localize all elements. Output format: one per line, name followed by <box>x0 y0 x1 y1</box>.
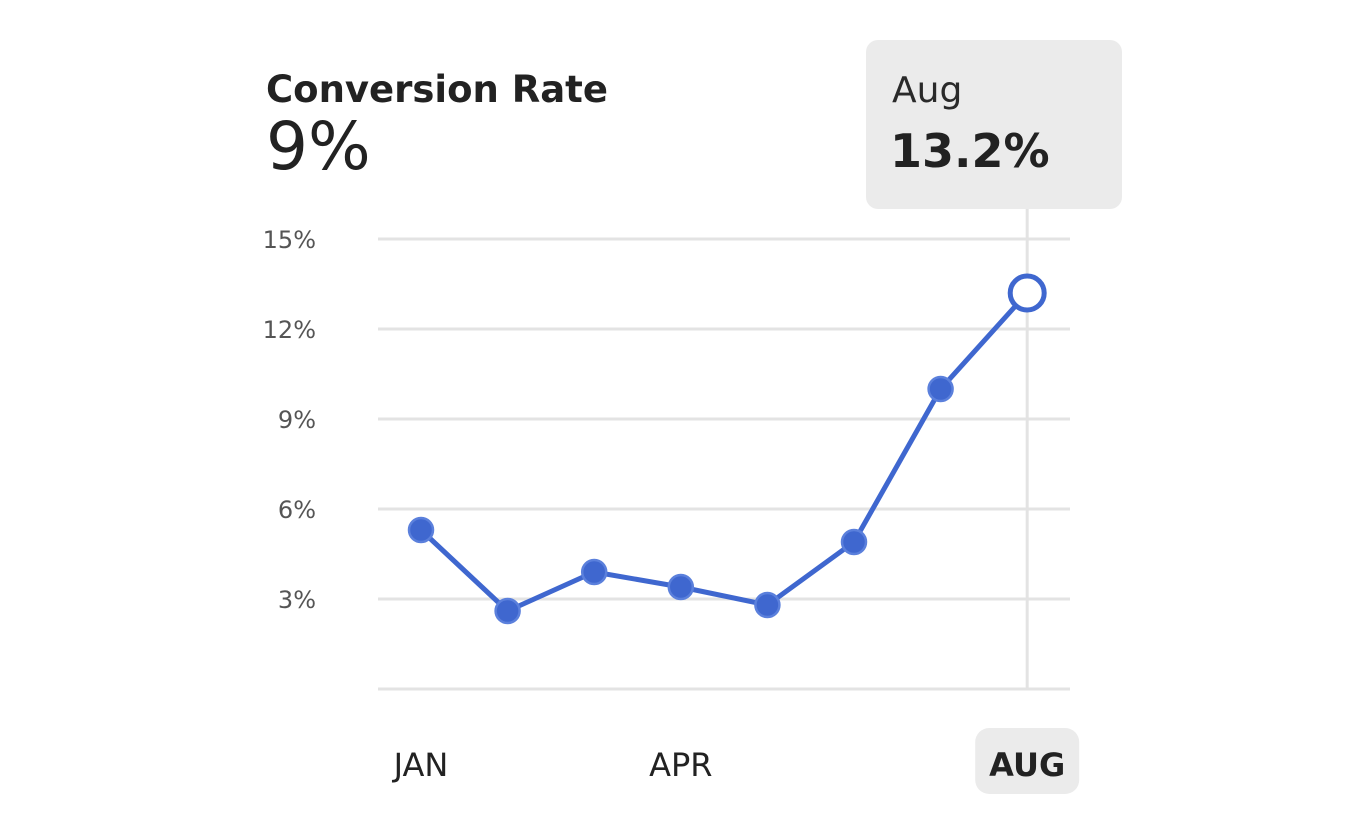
x-tick-label: AUG <box>989 746 1065 784</box>
x-axis-highlight <box>975 728 1080 794</box>
series-line <box>418 290 1030 614</box>
x-tick-label: APR <box>649 746 712 784</box>
gridlines <box>378 209 1070 691</box>
tooltip: Aug 13.2% <box>866 40 1122 209</box>
data-point <box>754 591 781 619</box>
tooltip-month: Aug <box>892 70 963 111</box>
data-point <box>927 375 954 403</box>
data-point <box>407 516 435 544</box>
x-axis-ticks: JAN APR AUG <box>392 746 1066 784</box>
data-point <box>840 528 868 556</box>
series-polyline <box>418 290 1030 614</box>
tooltip-value: 13.2% <box>890 124 1050 178</box>
x-tick-highlight <box>975 728 1080 794</box>
y-tick-label: 12% <box>263 316 316 344</box>
y-tick-label: 6% <box>278 496 316 524</box>
x-tick-label: JAN <box>392 746 449 784</box>
data-point <box>667 573 695 601</box>
headline-value: 9% <box>266 108 371 185</box>
chart-title: Conversion Rate <box>266 68 608 111</box>
data-point <box>580 558 608 586</box>
data-point <box>494 597 521 625</box>
y-tick-label: 3% <box>278 586 316 614</box>
y-axis-ticks: 15% 12% 9% 6% 3% <box>263 226 316 614</box>
selected-data-point <box>1007 273 1047 313</box>
y-tick-label: 15% <box>263 226 316 254</box>
y-tick-label: 9% <box>278 406 316 434</box>
data-points <box>407 273 1047 625</box>
